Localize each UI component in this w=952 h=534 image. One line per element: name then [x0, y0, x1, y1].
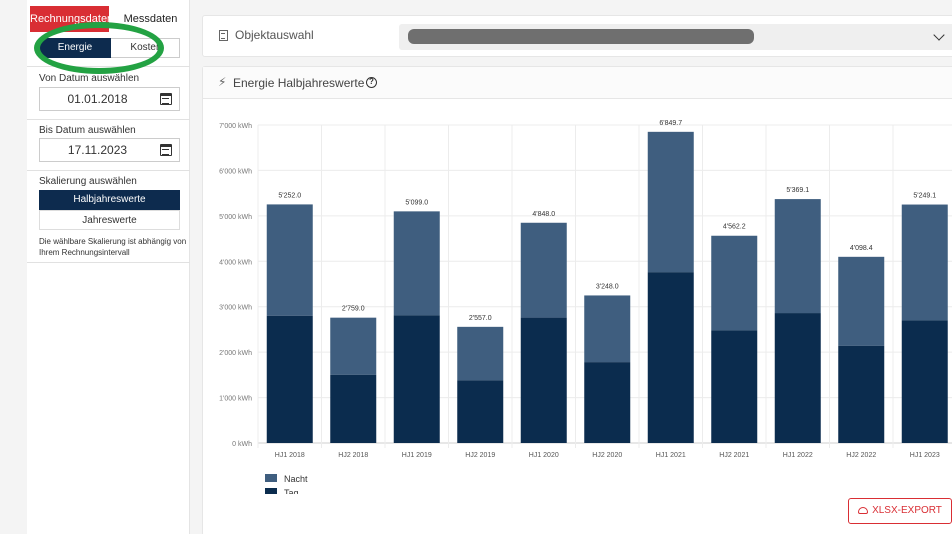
y-tick-label: 2'000 kWh: [219, 350, 252, 357]
legend-label-nacht: Nacht: [284, 474, 308, 484]
from-date-field[interactable]: 01.01.2018: [39, 87, 180, 111]
x-tick-label: HJ2 2021: [719, 452, 749, 459]
x-tick-label: HJ1 2023: [910, 452, 940, 459]
from-date-label: Von Datum auswählen: [39, 73, 140, 84]
mode-toggle: Energie Kosten: [39, 38, 180, 58]
kosten-button[interactable]: Kosten: [130, 42, 162, 53]
top-tabs: Rechnungsdaten Messdaten: [27, 6, 190, 32]
to-date-label: Bis Datum auswählen: [39, 125, 136, 136]
y-tick-label: 1'000 kWh: [219, 396, 252, 403]
jahreswerte-button[interactable]: Jahreswerte: [39, 210, 180, 230]
from-date-value[interactable]: 01.01.2018: [67, 92, 128, 106]
x-tick-label: HJ1 2019: [402, 452, 432, 459]
bar-total-label: 5'252.0: [278, 192, 301, 199]
divider: [27, 119, 190, 120]
bar-nacht: [457, 326, 504, 381]
divider: [27, 262, 190, 263]
chart-title: Energie Halbjahreswerte: [233, 76, 365, 90]
object-selection-title: Objektauswahl: [235, 28, 314, 42]
bar-total-label: 2'759.0: [342, 306, 365, 313]
bar-nacht: [647, 131, 694, 273]
chart-card: ⚡︎ Energie Halbjahreswerte ? 0 kWh 1'000 …: [202, 66, 952, 534]
x-tick-label: HJ1 2021: [656, 452, 686, 459]
to-date-value[interactable]: 17.11.2023: [67, 143, 128, 157]
x-tick-label: HJ2 2018: [338, 452, 368, 459]
legend-swatch-tag: [265, 488, 277, 494]
bar-tag: [266, 315, 313, 443]
x-tick-label: HJ1 2022: [783, 452, 813, 459]
y-tick-label: 5'000 kWh: [219, 214, 252, 221]
scale-note: Die wählbare Skalierung ist abhängig von…: [39, 237, 187, 257]
y-tick-label: 4'000 kWh: [219, 259, 252, 266]
bar-tag: [393, 315, 440, 443]
bar-tag: [520, 317, 567, 443]
scale-label: Skalierung auswählen: [39, 176, 137, 187]
y-tick-label: 7'000 kWh: [219, 123, 252, 130]
bar-total-label: 4'098.4: [850, 245, 873, 252]
divider: [27, 170, 190, 171]
to-date-field[interactable]: 17.11.2023: [39, 138, 180, 162]
tab-messdaten[interactable]: Messdaten: [123, 13, 178, 25]
bar-nacht: [266, 204, 313, 316]
bar-total-label: 3'248.0: [596, 283, 619, 290]
x-tick-label: HJ1 2018: [275, 452, 305, 459]
bar-nacht: [584, 295, 631, 363]
x-tick-label: HJ1 2020: [529, 452, 559, 459]
sidebar: Rechnungsdaten Messdaten Energie Kosten …: [27, 0, 190, 534]
energie-button[interactable]: Energie: [39, 38, 111, 58]
bar-total-label: 6'849.7: [659, 120, 682, 127]
legend-swatch-nacht: [265, 474, 277, 482]
tab-rechnungsdaten[interactable]: Rechnungsdaten: [30, 6, 113, 32]
legend-label-tag: Tag: [284, 488, 299, 494]
bar-tag: [647, 272, 694, 443]
bar-total-label: 5'249.1: [913, 193, 936, 200]
calendar-icon[interactable]: [160, 93, 172, 105]
bar-nacht: [901, 204, 948, 321]
bar-tag: [711, 330, 758, 443]
cloud-upload-icon: [858, 507, 869, 514]
divider: [27, 66, 190, 67]
chevron-down-icon[interactable]: [933, 29, 945, 41]
lightning-icon: ⚡︎: [218, 75, 227, 89]
bar-total-label: 2'557.0: [469, 315, 492, 322]
redacted-object-name: [408, 29, 754, 44]
bar-tag: [457, 380, 504, 443]
xlsx-export-label: XLSX-EXPORT: [872, 505, 942, 516]
bar-total-label: 5'369.1: [786, 187, 809, 194]
document-icon: [219, 30, 228, 41]
bar-total-label: 4'562.2: [723, 224, 746, 231]
bar-tag: [838, 345, 885, 443]
bar-nacht: [520, 222, 567, 318]
x-tick-label: HJ2 2020: [592, 452, 622, 459]
y-tick-label: 0 kWh: [232, 441, 252, 448]
bar-tag: [584, 362, 631, 443]
energy-chart: 0 kWh 1'000 kWh 2'000 kWh 3'000 kWh 4'000 kW…: [219, 120, 952, 494]
bar-nacht: [774, 199, 821, 314]
bar-nacht: [330, 317, 377, 375]
bar-nacht: [711, 235, 758, 331]
bar-nacht: [838, 256, 885, 346]
xlsx-export-button[interactable]: XLSX-EXPORT: [848, 498, 952, 524]
object-select[interactable]: [399, 24, 952, 50]
help-icon[interactable]: ?: [366, 77, 377, 88]
bar-nacht: [393, 211, 440, 316]
bar-tag: [901, 320, 948, 443]
bar-total-label: 5'099.0: [405, 199, 428, 206]
x-tick-label: HJ2 2019: [465, 452, 495, 459]
object-selection-card: Objektauswahl: [202, 15, 952, 57]
calendar-icon[interactable]: [160, 144, 172, 156]
x-tick-label: HJ2 2022: [846, 452, 876, 459]
bar-tag: [330, 374, 377, 443]
halbjahreswerte-button[interactable]: Halbjahreswerte: [39, 190, 180, 210]
bar-tag: [774, 313, 821, 443]
y-tick-label: 6'000 kWh: [219, 168, 252, 175]
chart-header: ⚡︎ Energie Halbjahreswerte ?: [203, 67, 952, 99]
bar-total-label: 4'848.0: [532, 211, 555, 218]
y-tick-label: 3'000 kWh: [219, 305, 252, 312]
